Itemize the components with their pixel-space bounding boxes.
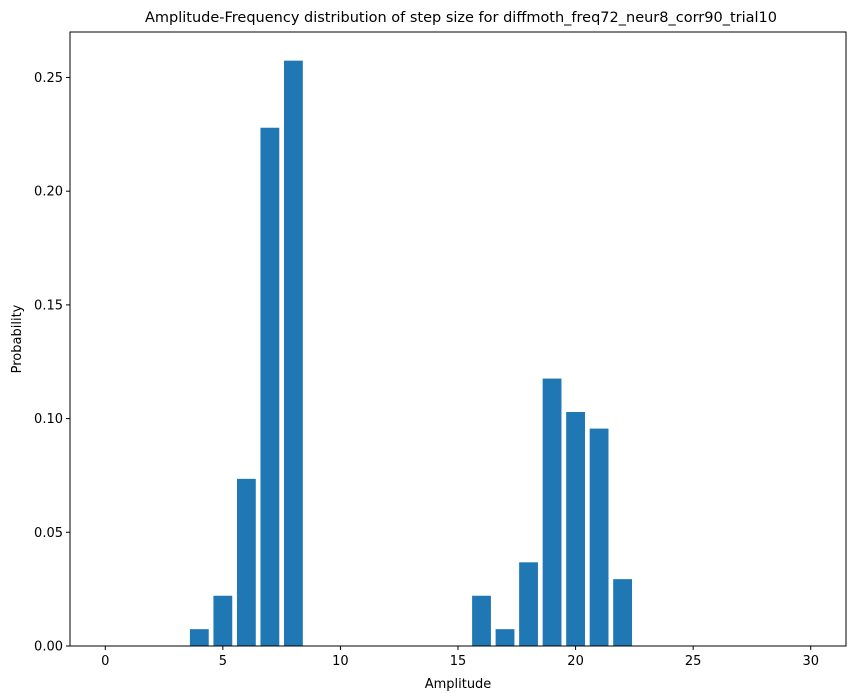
y-tick-label: 0.00: [34, 640, 63, 655]
plot-frame: [69, 31, 847, 647]
y-tick-label: 0.05: [34, 526, 63, 541]
bar: [236, 478, 256, 646]
x-tick-label: 20: [567, 654, 584, 669]
x-axis-ticks: 0 5 10 15 20 25 30: [101, 646, 819, 669]
bar: [213, 595, 233, 646]
bars-group: [189, 60, 633, 647]
bar: [472, 595, 491, 646]
bar: [613, 579, 633, 646]
y-tick-label: 0.10: [34, 412, 63, 427]
y-tick-label: 0.20: [34, 185, 63, 200]
y-tick-label: 0.25: [34, 71, 63, 86]
x-tick-label: 15: [450, 654, 467, 669]
y-axis-label: Probability: [10, 304, 25, 373]
bar: [283, 60, 303, 647]
y-axis-ticks: 0.00 0.05 0.10 0.15 0.20 0.25: [34, 71, 70, 655]
bar: [495, 629, 515, 646]
x-tick-label: 30: [802, 654, 819, 669]
bar: [566, 411, 585, 646]
x-tick-label: 10: [332, 654, 349, 669]
x-tick-label: 25: [685, 654, 702, 669]
bar: [519, 562, 538, 646]
x-axis-label: Amplitude: [425, 677, 492, 692]
bar: [189, 629, 209, 646]
bar: [542, 378, 562, 646]
bar: [260, 127, 280, 646]
y-tick-label: 0.15: [34, 298, 63, 313]
x-tick-label: 5: [219, 654, 227, 669]
x-tick-label: 0: [101, 654, 109, 669]
chart-title: Amplitude-Frequency distribution of step…: [145, 10, 777, 26]
bar: [589, 428, 609, 646]
